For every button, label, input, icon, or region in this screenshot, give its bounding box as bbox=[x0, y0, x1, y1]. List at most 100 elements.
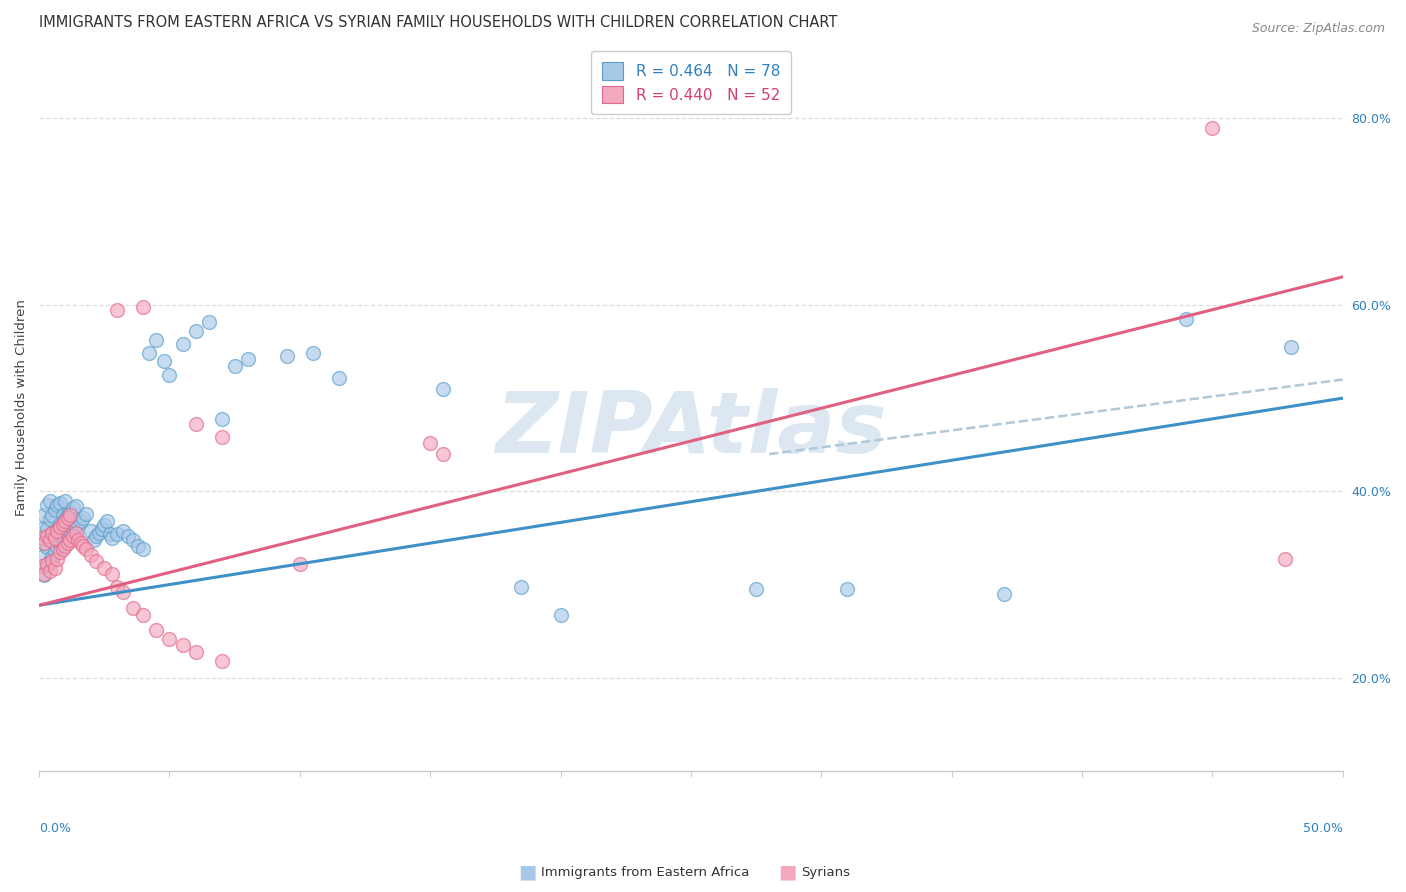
Point bbox=[53, 493, 76, 508]
Point bbox=[111, 585, 134, 599]
Point bbox=[105, 527, 128, 541]
Point bbox=[46, 522, 69, 536]
Text: ZIPAtlas: ZIPAtlas bbox=[495, 388, 887, 471]
Point bbox=[96, 514, 118, 528]
Point bbox=[44, 545, 66, 559]
Text: 0.0%: 0.0% bbox=[39, 822, 72, 835]
Point bbox=[59, 524, 82, 538]
Point bbox=[90, 522, 112, 536]
Point bbox=[38, 531, 60, 545]
Point bbox=[41, 526, 63, 541]
Point bbox=[65, 520, 87, 534]
Point bbox=[101, 566, 124, 581]
Point bbox=[145, 334, 167, 348]
Point bbox=[69, 514, 91, 528]
Point bbox=[67, 533, 90, 547]
Point bbox=[53, 512, 76, 526]
Point bbox=[236, 351, 259, 366]
Point bbox=[52, 531, 75, 545]
Point bbox=[153, 354, 176, 368]
Point bbox=[31, 531, 53, 545]
Point bbox=[49, 517, 72, 532]
Point bbox=[53, 531, 76, 545]
Point bbox=[1279, 340, 1302, 354]
Point bbox=[101, 531, 124, 545]
Y-axis label: Family Households with Children: Family Households with Children bbox=[15, 299, 28, 516]
Point bbox=[745, 582, 768, 597]
Point bbox=[44, 561, 66, 575]
Point bbox=[35, 541, 58, 555]
Point bbox=[31, 549, 53, 564]
Point bbox=[132, 542, 155, 557]
Point bbox=[93, 518, 115, 533]
Point bbox=[224, 359, 246, 373]
Text: Syrians: Syrians bbox=[801, 866, 851, 879]
Point bbox=[75, 542, 97, 557]
Point bbox=[211, 654, 233, 668]
Text: IMMIGRANTS FROM EASTERN AFRICA VS SYRIAN FAMILY HOUSEHOLDS WITH CHILDREN CORRELA: IMMIGRANTS FROM EASTERN AFRICA VS SYRIAN… bbox=[39, 15, 838, 30]
Point bbox=[550, 607, 572, 622]
Point bbox=[993, 587, 1015, 601]
Point bbox=[105, 580, 128, 594]
Point bbox=[1201, 120, 1223, 135]
Point bbox=[41, 549, 63, 564]
Point bbox=[111, 524, 134, 538]
Point bbox=[419, 436, 441, 450]
Text: 50.0%: 50.0% bbox=[1303, 822, 1343, 835]
Point bbox=[86, 529, 108, 543]
Point bbox=[122, 533, 145, 547]
Point bbox=[72, 539, 94, 553]
Point bbox=[41, 526, 63, 541]
Point bbox=[35, 499, 58, 513]
Point bbox=[302, 346, 325, 360]
Point bbox=[49, 520, 72, 534]
Point bbox=[34, 535, 56, 549]
Point bbox=[46, 541, 69, 555]
Point bbox=[86, 554, 108, 568]
Point bbox=[132, 607, 155, 622]
Point bbox=[83, 533, 105, 547]
Text: ■: ■ bbox=[778, 863, 797, 882]
Legend: R = 0.464   N = 78, R = 0.440   N = 52: R = 0.464 N = 78, R = 0.440 N = 52 bbox=[591, 52, 790, 114]
Point bbox=[56, 508, 79, 522]
Point bbox=[59, 505, 82, 519]
Point bbox=[53, 539, 76, 553]
Point bbox=[38, 512, 60, 526]
Point bbox=[56, 535, 79, 549]
Point bbox=[46, 499, 69, 513]
Point bbox=[35, 522, 58, 536]
Point bbox=[211, 411, 233, 425]
Point bbox=[59, 533, 82, 547]
Point bbox=[49, 545, 72, 559]
Point bbox=[159, 632, 181, 646]
Point bbox=[87, 525, 110, 540]
Point bbox=[53, 514, 76, 528]
Point bbox=[41, 554, 63, 568]
Point bbox=[34, 566, 56, 581]
Text: ■: ■ bbox=[517, 863, 537, 882]
Point bbox=[159, 368, 181, 382]
Point bbox=[117, 529, 139, 543]
Point bbox=[276, 349, 298, 363]
Point bbox=[62, 529, 84, 543]
Point bbox=[41, 508, 63, 522]
Point bbox=[184, 417, 207, 432]
Point bbox=[98, 527, 121, 541]
Point bbox=[35, 529, 58, 543]
Point bbox=[34, 568, 56, 582]
Point bbox=[65, 526, 87, 541]
Point bbox=[35, 559, 58, 574]
Point bbox=[46, 551, 69, 566]
Point bbox=[38, 554, 60, 568]
Point bbox=[72, 510, 94, 524]
Point bbox=[49, 496, 72, 510]
Point bbox=[44, 526, 66, 541]
Point bbox=[510, 580, 533, 594]
Point bbox=[80, 524, 103, 538]
Point bbox=[837, 582, 859, 597]
Point bbox=[31, 559, 53, 574]
Point bbox=[122, 601, 145, 615]
Point bbox=[62, 501, 84, 516]
Point bbox=[35, 558, 58, 572]
Point bbox=[56, 526, 79, 541]
